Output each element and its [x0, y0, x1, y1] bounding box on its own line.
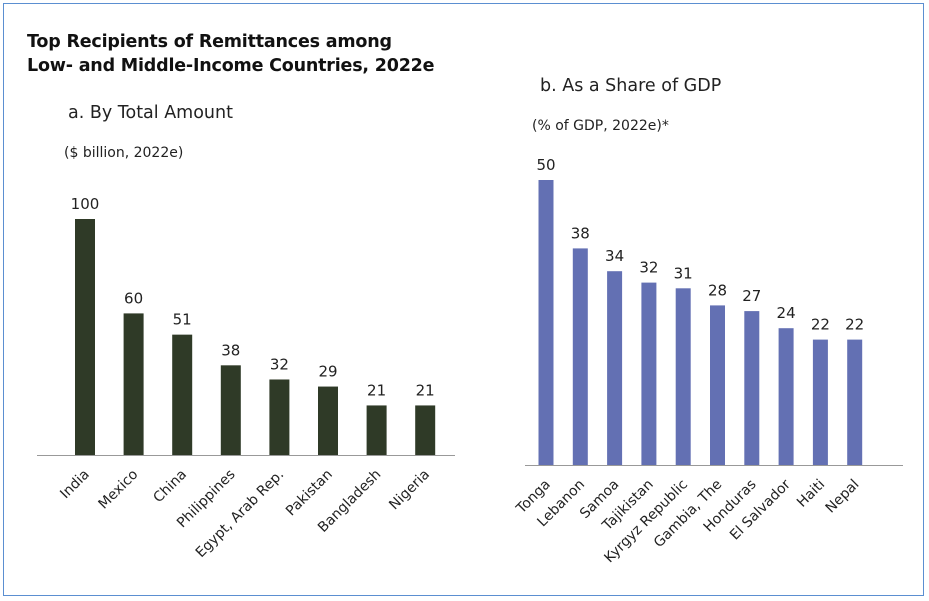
panel-a-category-label-7: Nigeria — [386, 467, 433, 514]
panel-b-value-label-1: 38 — [571, 224, 590, 242]
panel-a-value-label-0: 100 — [71, 195, 100, 213]
panel-b-bar-8 — [812, 339, 828, 465]
panel-a-category-label-4: Egypt, Arab Rep. — [193, 467, 287, 561]
panel-a-value-label-1: 60 — [124, 289, 143, 307]
panel-b-value-label-5: 28 — [708, 281, 727, 299]
panel-b-value-label-7: 24 — [777, 304, 796, 322]
panel-b-bar-7 — [778, 328, 794, 465]
figure-title-line-2: Low- and Middle-Income Countries, 2022e — [27, 56, 435, 76]
panel-a-value-label-4: 32 — [270, 355, 289, 373]
panel-b-value-label-9: 22 — [845, 316, 864, 334]
panel-a-bar-6 — [366, 405, 387, 455]
panel-b-value-label-2: 34 — [605, 247, 624, 265]
panel-a-bar-3 — [220, 365, 241, 455]
panel-b-bar-0 — [538, 180, 554, 465]
panel-a-category-label-1: Mexico — [96, 467, 142, 513]
panel-b-value-label-3: 32 — [639, 259, 658, 277]
panel-b-chart: 50Tonga38Lebanon34Samoa32Tajikistan31Kyr… — [513, 156, 903, 566]
panel-a-bar-1 — [123, 313, 144, 455]
panel-b-category-label-9: Nepal — [823, 477, 863, 517]
figure-title-line-1: Top Recipients of Remittances among — [27, 32, 392, 52]
panel-b-value-label-8: 22 — [811, 316, 830, 334]
panel-b-bar-5 — [710, 305, 725, 465]
panel-b-bar-6 — [744, 311, 760, 465]
panel-b-unit-label: (% of GDP, 2022e)* — [532, 118, 669, 134]
panel-a-value-label-7: 21 — [416, 381, 435, 399]
panel-a-value-label-6: 21 — [367, 381, 386, 399]
panel-b-bar-9 — [847, 339, 863, 465]
panel-a-bar-7 — [415, 405, 436, 455]
panel-a-category-label-2: China — [150, 467, 190, 507]
panel-b-value-label-6: 27 — [742, 287, 761, 305]
panel-a-title: a. By Total Amount — [68, 103, 233, 123]
panel-b-bar-2 — [607, 271, 623, 465]
panel-a-bar-5 — [318, 386, 338, 455]
panel-a-bar-0 — [75, 219, 95, 455]
panel-a-value-label-3: 38 — [221, 341, 240, 359]
panel-b-title: b. As a Share of GDP — [540, 76, 722, 96]
panel-b-bar-3 — [641, 282, 657, 465]
panel-b-value-label-0: 50 — [536, 156, 555, 174]
panel-a-value-label-5: 29 — [318, 363, 337, 381]
panel-a-value-label-2: 51 — [173, 311, 192, 329]
panel-b-value-label-4: 31 — [674, 264, 693, 282]
panel-b-bar-4 — [675, 288, 691, 465]
panel-a-chart: 100India60Mexico51China38Philippines32Eg… — [37, 195, 455, 561]
panel-a-category-label-0: India — [57, 467, 93, 503]
panel-a-unit-label: ($ billion, 2022e) — [64, 145, 184, 161]
figure-frame — [3, 3, 924, 596]
panel-a-bar-4 — [269, 379, 290, 455]
panel-b-bar-1 — [572, 248, 588, 465]
panel-a-bar-2 — [172, 334, 193, 455]
figure-title: Top Recipients of Remittances among Low-… — [27, 30, 435, 78]
